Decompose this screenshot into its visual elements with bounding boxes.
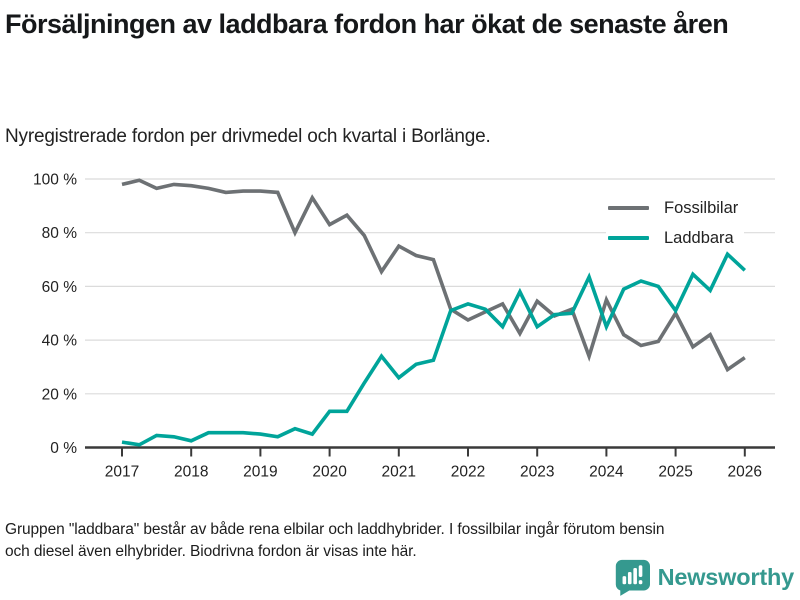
bar-small — [622, 576, 626, 585]
y-axis-tick-label: 0 % — [50, 440, 77, 457]
x-axis-tick-label: 2022 — [451, 464, 485, 481]
fossilbilar-line-swatch — [608, 205, 649, 211]
x-axis-tick-label: 2017 — [105, 464, 139, 481]
series-line-fossilbilar — [121, 178, 746, 373]
footnote-line-2: och diesel även elhybrider. Biodrivna fo… — [5, 543, 417, 560]
legend-item-fossilbilar: Fossilbilar — [606, 195, 745, 221]
x-axis-tick-label: 2021 — [382, 464, 416, 481]
y-axis-tick-label: 80 % — [42, 225, 78, 242]
laddbara-line-swatch — [608, 235, 649, 241]
x-axis-tick-label: 2024 — [589, 464, 624, 481]
y-axis-tick-label: 60 % — [42, 279, 78, 296]
y-axis-tick-label: 40 % — [42, 333, 78, 350]
bar-large — [632, 568, 637, 585]
legend-label-fossilbilar: Fossilbilar — [664, 198, 739, 217]
bar-medium — [627, 572, 632, 585]
y-axis-tick-label: 20 % — [42, 386, 78, 403]
x-axis-tick-label: 2019 — [243, 464, 277, 481]
speech-bubble-shape — [615, 559, 650, 596]
x-axis-tick-label: 2026 — [728, 464, 762, 481]
series-line-laddbara — [121, 251, 747, 447]
chart-subtitle: Nyregistrerade fordon per drivmedel och … — [5, 126, 491, 147]
footnote: Gruppen "laddbara" består av både rena e… — [5, 519, 793, 563]
newsworthy-bar-chart-icon — [615, 559, 650, 596]
footnote-line-1: Gruppen "laddbara" består av både rena e… — [5, 521, 665, 538]
x-axis-tick-label: 2018 — [174, 464, 208, 481]
exclamation-stem — [638, 565, 642, 577]
chart-legend: Fossilbilar Laddbara — [606, 195, 745, 251]
newsworthy-logo: Newsworthy — [614, 558, 794, 596]
line-chart: 0 % 20 % 40 % 60 % 80 % 100 % 2017 2018 2019 2020… — [0, 165, 800, 495]
legend-item-laddbara: Laddbara — [606, 225, 745, 251]
x-axis-tick-label: 2025 — [658, 464, 692, 481]
y-axis-tick-label: 100 % — [33, 172, 77, 189]
newsworthy-wordmark: Newsworthy — [657, 563, 795, 590]
x-axis-tick-label: 2020 — [312, 464, 347, 481]
x-axis-tick-label: 2023 — [520, 464, 554, 481]
chart-title: Försäljningen av laddbara fordon har öka… — [5, 9, 729, 39]
legend-label-laddbara: Laddbara — [664, 228, 734, 247]
exclamation-dot — [638, 580, 642, 585]
chart-canvas: 0 % 20 % 40 % 60 % 80 % 100 % 2017 2018 2019 2020… — [33, 172, 775, 481]
